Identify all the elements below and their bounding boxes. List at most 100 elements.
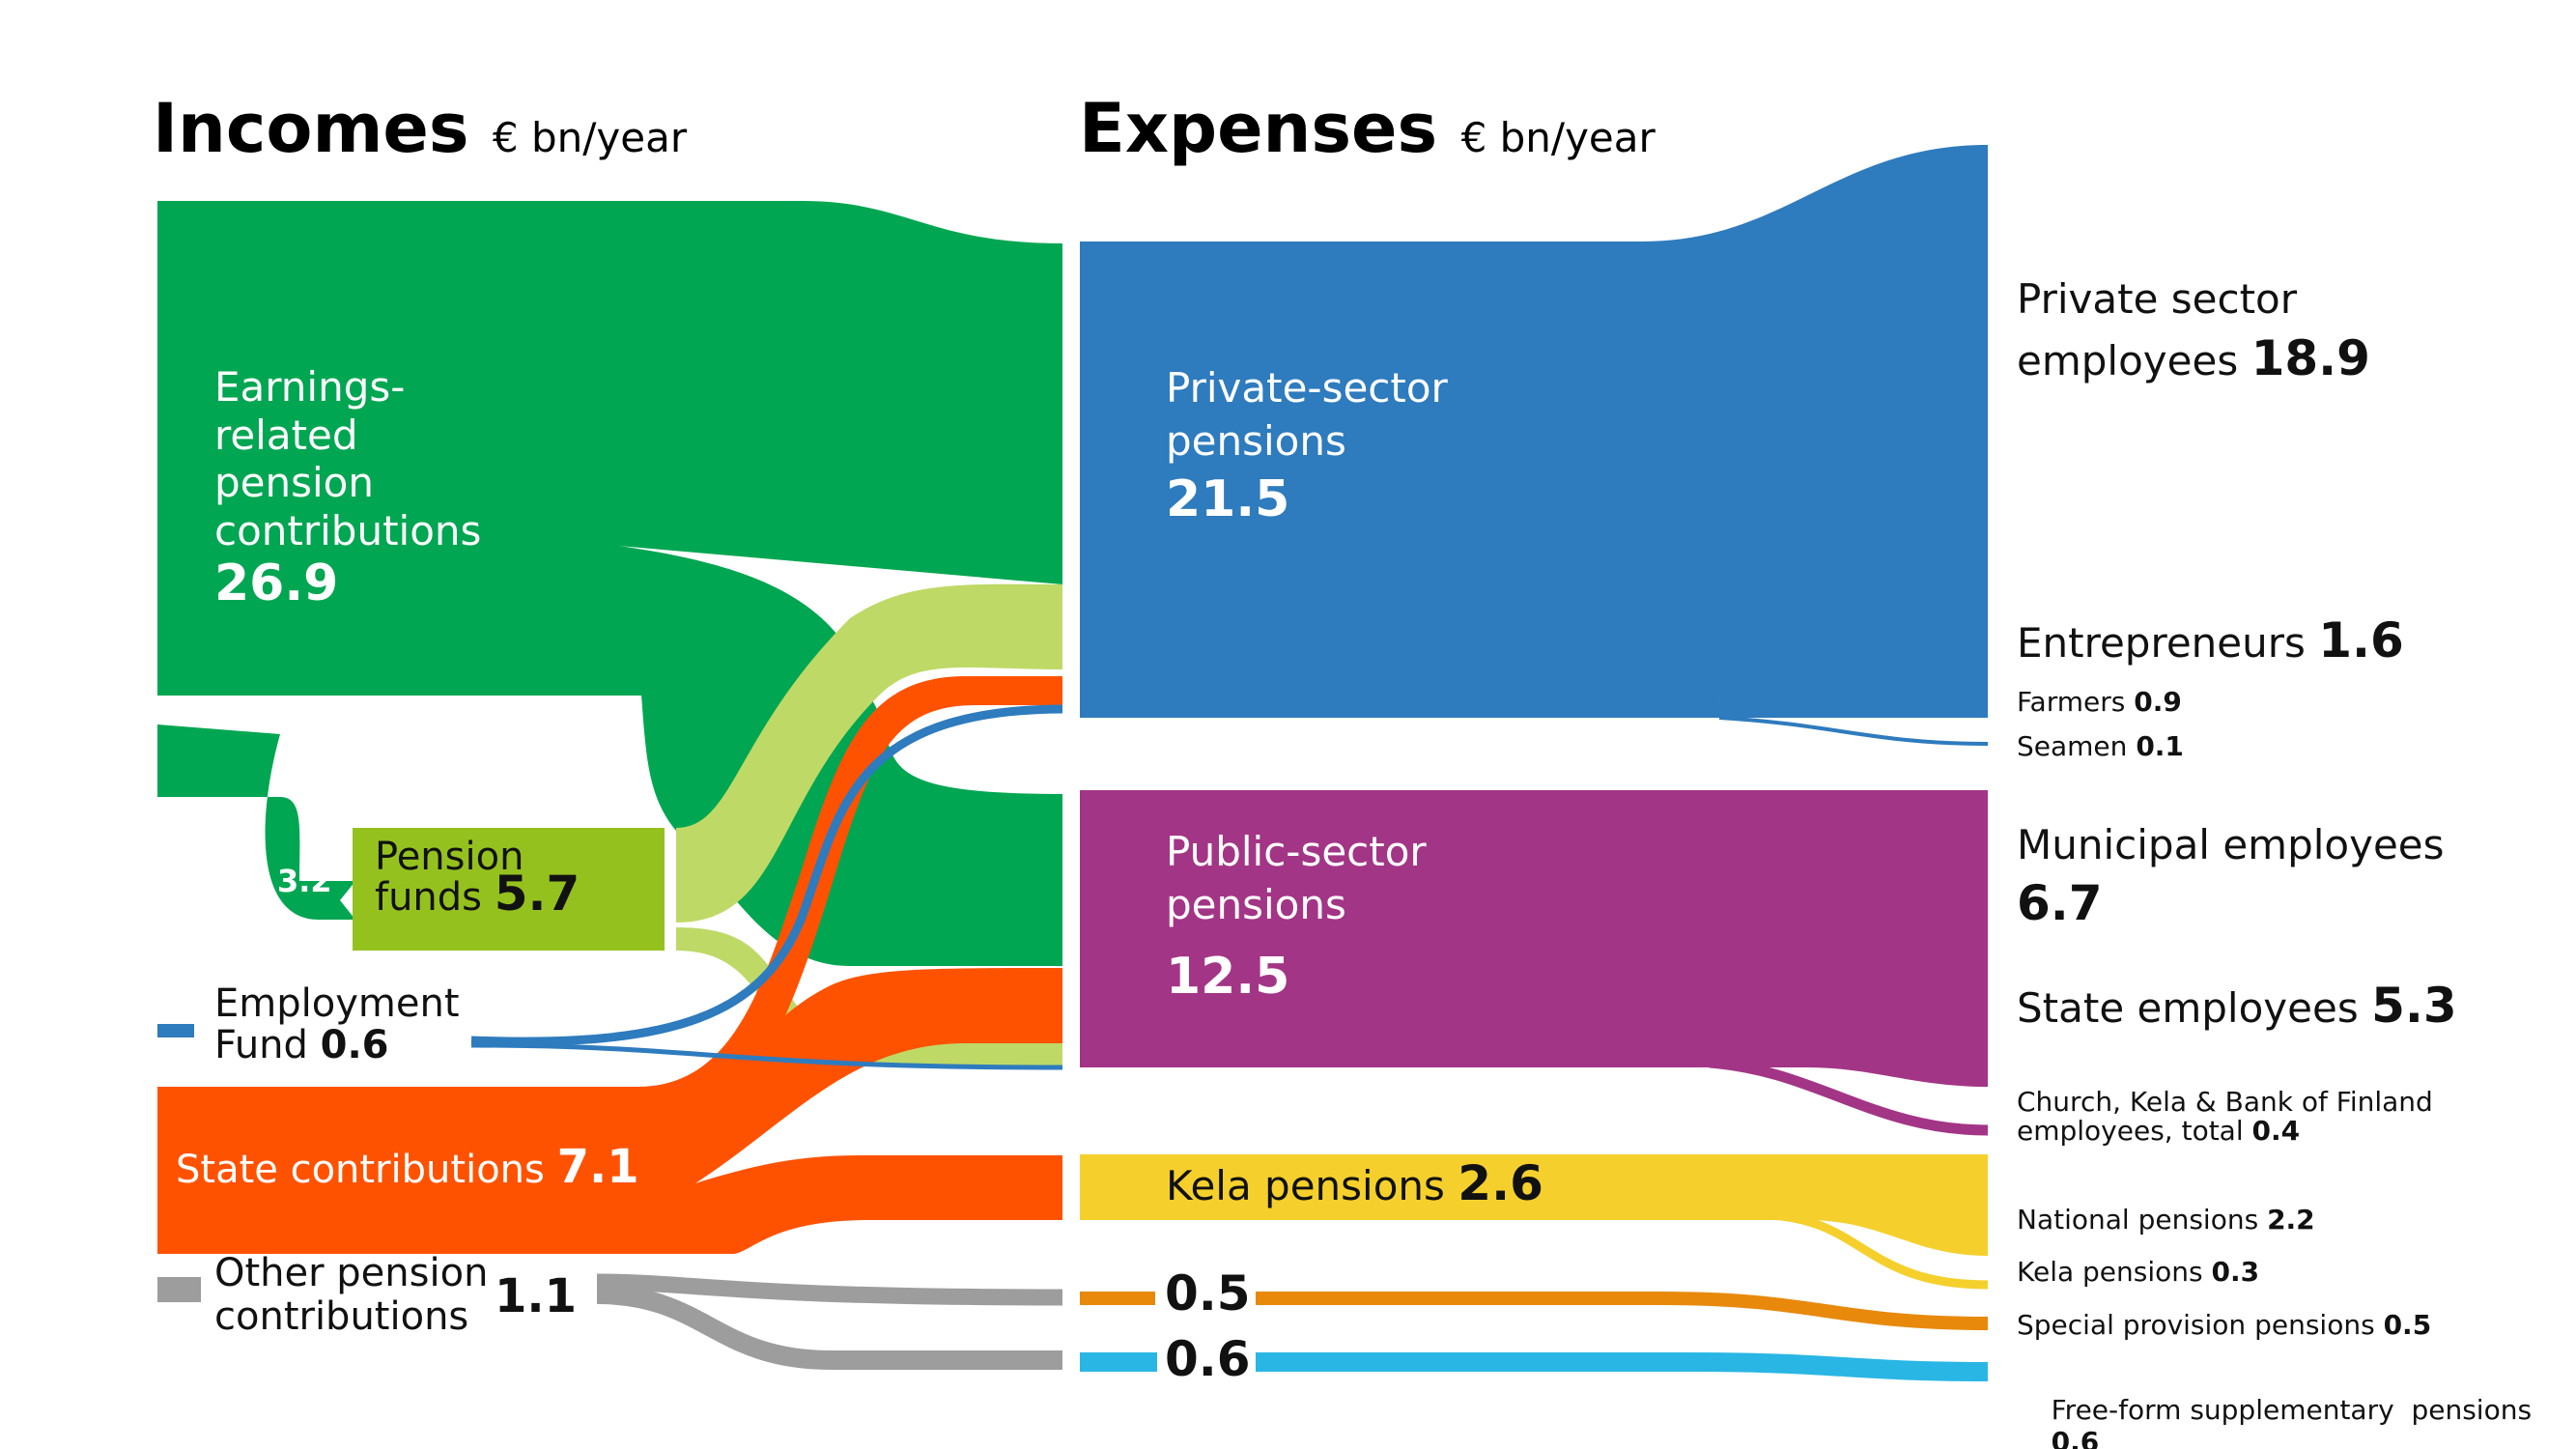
flow-kela-to-kela-small [1767, 1210, 1989, 1290]
recipient-farmers-value: 0.9 [2134, 686, 2182, 718]
recipient-entrepreneurs: Entrepreneurs 1.6 [2017, 612, 2404, 669]
incomes-header: Incomes € bn/year [153, 89, 687, 169]
public-sector-pensions-line2: pensions [1166, 880, 1346, 928]
recipient-municipal-text: Municipal employees [2017, 821, 2445, 868]
flow-earnings-to-funds [157, 696, 355, 920]
recipient-church-line2: employees, total [2017, 1114, 2244, 1147]
flow-freeform [1256, 1352, 1989, 1381]
recipient-private-sector-employees: Private sector employees 18.9 [2017, 272, 2370, 391]
recipient-kela-small-value: 0.3 [2211, 1256, 2260, 1288]
kela-pensions-label: Kela pensions 2.6 [1166, 1155, 1543, 1212]
recipient-farmers-text: Farmers [2017, 686, 2126, 718]
recipient-municipal-value: 6.7 [2017, 874, 2103, 931]
recipient-municipal: Municipal employees 6.7 [2017, 819, 2445, 935]
other-contributions-marker [157, 1277, 201, 1302]
earnings-label-line2: related [214, 411, 358, 459]
recipient-freeform-value: 0,6 [2051, 1426, 2100, 1449]
earnings-label: Earnings- related pension contributions … [214, 363, 481, 614]
flow-employment-to-private [470, 704, 1063, 1046]
special-provision-marker [1080, 1292, 1155, 1305]
flow-funds-to-public [676, 927, 1062, 1067]
expenses-title: Expenses [1079, 89, 1438, 168]
earnings-value: 26.9 [214, 554, 339, 613]
expenses-unit: € bn/year [1460, 114, 1656, 161]
flow-funds-to-private [676, 583, 1062, 923]
public-sector-pensions-value: 12.5 [1166, 948, 1290, 1007]
recipient-national-pensions: National pensions 2.2 [2017, 1204, 2315, 1236]
pension-funds-node [353, 828, 665, 951]
recipient-state-employees-text: State employees [2017, 984, 2359, 1032]
recipient-private-sector-line2: employees [2017, 337, 2239, 385]
flow-earnings-to-private [157, 201, 1062, 696]
recipient-kela-small-text: Kela pensions [2017, 1256, 2203, 1288]
kela-pensions-text: Kela pensions [1166, 1162, 1445, 1209]
private-sector-pensions-label: Private-sector pensions 21.5 [1166, 362, 1448, 533]
recipient-national-value: 2.2 [2267, 1204, 2315, 1236]
pension-funds-value: 5.7 [494, 866, 580, 923]
recipient-seamen: Seamen 0.1 [2017, 730, 2184, 762]
employment-fund-label-line2: Fund [214, 1022, 308, 1067]
other-contributions-label: Other pension contributions [214, 1252, 488, 1339]
pension-funds-label-line1: Pension [375, 835, 524, 879]
other-contributions-line1: Other pension [214, 1251, 489, 1295]
recipient-special-provision: Special provision pensions 0.5 [2017, 1309, 2431, 1341]
incomes-title: Incomes [153, 89, 469, 168]
recipient-farmers: Farmers 0.9 [2017, 686, 2182, 718]
kela-pensions-value: 2.6 [1458, 1155, 1543, 1211]
recipient-national-text: National pensions [2017, 1204, 2259, 1236]
recipient-seamen-value: 0.1 [2136, 730, 2184, 762]
recipient-kela-pensions-small: Kela pensions 0.3 [2017, 1256, 2259, 1288]
recipient-entrepreneurs-value: 1.6 [2318, 612, 2404, 668]
flow-other-to-special [596, 1273, 1063, 1306]
pension-funds-label: Pension funds 5.7 [375, 835, 580, 919]
earnings-label-line1: Earnings- [214, 363, 406, 411]
recipient-private-sector-value: 18.9 [2250, 330, 2370, 387]
recipient-freeform: Free-form supplementary pensions 0,6 [2017, 1362, 2532, 1449]
other-contributions-value: 1.1 [495, 1269, 578, 1323]
earnings-label-line3: pension [214, 459, 374, 507]
flow-special [1256, 1292, 1989, 1330]
pension-funds-label-line2: funds [375, 875, 483, 921]
flow-state-to-private [157, 676, 1062, 1183]
recipient-entrepreneurs-text: Entrepreneurs [2017, 619, 2306, 667]
earnings-to-funds-value: 3.2 [277, 863, 332, 899]
public-sector-pensions-label: Public-sector pensions 12.5 [1166, 826, 1427, 1010]
recipient-state-employees-value: 5.3 [2371, 978, 2457, 1034]
employment-fund-value: 0.6 [320, 1022, 389, 1067]
flow-public-to-state-employees [1642, 927, 1988, 1087]
private-sector-pensions-line2: pensions [1166, 416, 1346, 465]
employment-fund-marker [157, 1024, 194, 1037]
flow-state-to-kela [157, 1155, 1062, 1254]
expenses-header: Expenses € bn/year [1079, 89, 1656, 169]
flow-private-to-entrepreneurs [1681, 611, 1988, 681]
flow-public-to-municipal [1642, 790, 1988, 935]
flow-state-to-public [676, 968, 1062, 1183]
recipient-church-line1: Church, Kela & Bank of Finland [2017, 1086, 2433, 1118]
recipient-private-sector-line1: Private sector [2017, 275, 2298, 323]
public-sector-pensions-line1: Public-sector [1166, 828, 1427, 875]
freeform-expense-value: 0.6 [1165, 1331, 1251, 1387]
recipient-freeform-text: Free-form supplementary pensions [2051, 1394, 2533, 1427]
recipient-church-value: 0.4 [2251, 1114, 2301, 1147]
other-contributions-line2: contributions [214, 1293, 469, 1339]
state-contributions-value: 7.1 [556, 1140, 639, 1194]
state-contributions-label: State contributions 7.1 [176, 1140, 639, 1195]
flow-employment-to-public [470, 1042, 1063, 1070]
recipient-special-text: Special provision pensions [2017, 1309, 2375, 1341]
flow-private-to-private-employees [1642, 145, 1988, 657]
flow-private-to-farmers [1710, 681, 1988, 717]
private-sector-pensions-value: 21.5 [1166, 470, 1290, 529]
special-provision-expense-value: 0.5 [1165, 1265, 1251, 1321]
employment-fund-label: Employment Fund 0.6 [214, 983, 460, 1066]
state-contributions-text: State contributions [176, 1148, 545, 1192]
incomes-unit: € bn/year [492, 114, 688, 161]
flow-private-to-seamen [1718, 716, 1989, 746]
employment-fund-label-line1: Employment [214, 981, 460, 1026]
earnings-label-line4: contributions [214, 506, 482, 554]
recipient-state-employees: State employees 5.3 [2017, 978, 2457, 1035]
recipient-special-value: 0.5 [2383, 1309, 2432, 1341]
flow-other-to-freeform [596, 1285, 1062, 1370]
flow-kela-to-national [1642, 1154, 1988, 1256]
